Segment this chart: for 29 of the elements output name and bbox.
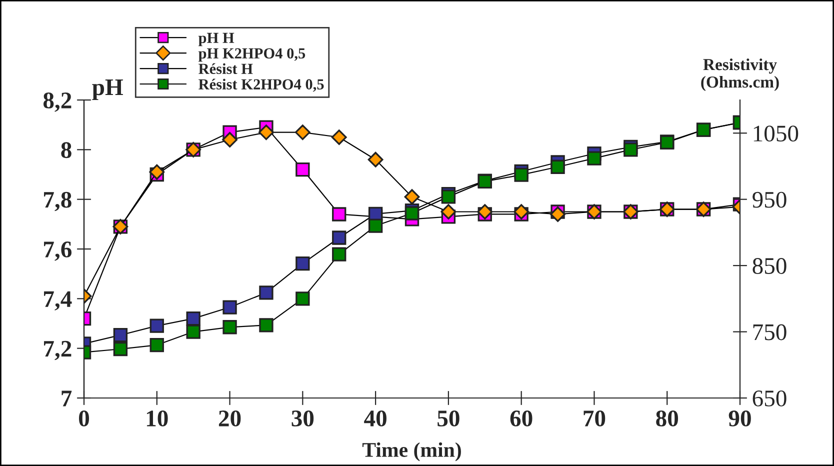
y-tick-label: 8,2 [43, 92, 72, 112]
y-tick-label: 7,6 [44, 242, 72, 261]
x-tick-label: 30 [292, 410, 314, 426]
y-tick-label: 7 [62, 390, 72, 406]
legend-label: Résist K2HPO4 0,5 [198, 78, 324, 92]
y2-tick-label: 850 [752, 258, 786, 274]
x-tick-label: 50 [438, 410, 460, 426]
x-tick-label: 0 [78, 410, 90, 426]
y2-axis-title: Resistivity (Ohms.cm) [701, 58, 779, 92]
legend-label: Résist H [198, 63, 253, 74]
y-tick-label: 7,2 [44, 340, 72, 360]
y-tick-label: 7,4 [44, 291, 72, 311]
x-tick-label: 90 [728, 410, 751, 426]
x-tick-label: 80 [656, 410, 678, 426]
y-tick-label: 8 [61, 142, 72, 158]
y2-tick-label: 650 [752, 390, 786, 406]
x-tick-label: 40 [364, 410, 386, 426]
y-tick-label: 7,8 [44, 192, 72, 212]
legend-label: pH H [198, 32, 234, 46]
x-tick-label: 10 [146, 410, 168, 426]
x-tick-label: 70 [584, 410, 606, 426]
x-axis-title: Time (min) [362, 442, 461, 462]
x-tick-label: 60 [510, 410, 532, 426]
y2-tick-label: 1050 [754, 126, 798, 142]
y-axis-title: pH [92, 80, 123, 100]
y2-tick-label: 950 [752, 192, 786, 208]
x-tick-label: 20 [218, 410, 241, 426]
legend-label: pH K2HPO4 0,5 [198, 48, 306, 62]
y2-tick-label: 750 [753, 324, 786, 340]
